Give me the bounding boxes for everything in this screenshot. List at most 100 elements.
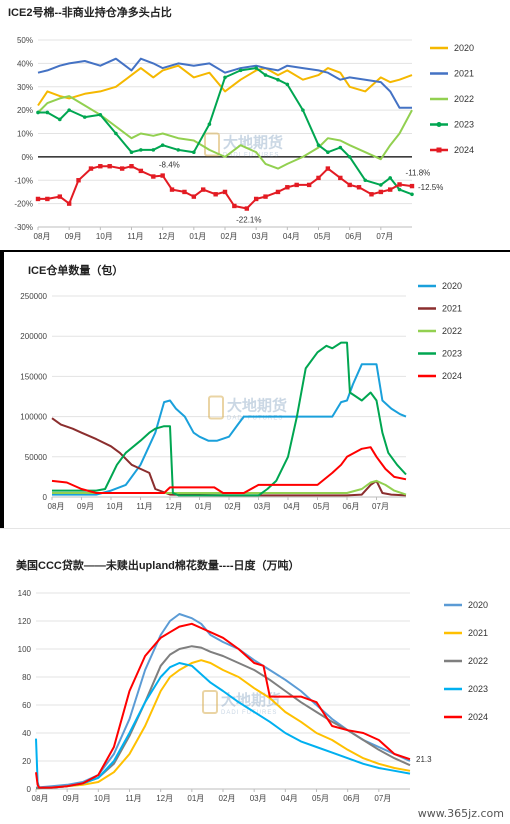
x-tick-label: 01月 xyxy=(195,502,212,511)
legend-label-2022: 2022 xyxy=(454,94,474,104)
data-point-2024 xyxy=(387,187,393,192)
x-tick-label: 04月 xyxy=(284,502,301,511)
data-point-2024 xyxy=(107,164,112,169)
x-tick-label: 10月 xyxy=(96,232,113,241)
x-tick-label: 04月 xyxy=(283,232,300,241)
data-point-2024 xyxy=(253,196,259,202)
x-tick-label: 11月 xyxy=(136,502,152,511)
data-point-2024 xyxy=(151,174,156,179)
data-point-2024 xyxy=(88,166,94,171)
chart-certified-stocks-svg: ICE仓单数量（包） 0 50000 100000 150000 200000 25000… xyxy=(20,263,462,511)
data-point-2023 xyxy=(114,131,118,136)
series-line-2021 xyxy=(35,659,411,790)
chart-panel-net-long: ICE2号棉--非商业持仓净多头占比 -30% -20% -10% 0% 10% 20% 3… xyxy=(0,0,510,250)
data-point-2024 xyxy=(378,189,384,195)
x-tick-label: 02月 xyxy=(225,502,242,511)
data-point-2023 xyxy=(338,145,343,150)
series-line-2023 xyxy=(35,662,411,789)
x-tick-label: 10月 xyxy=(107,502,124,511)
legend-label-2023: 2023 xyxy=(442,349,462,359)
data-point-2023 xyxy=(45,110,50,115)
data-point-2023 xyxy=(326,150,330,154)
x-tick-label: 08月 xyxy=(48,502,65,511)
legend-label-2021: 2021 xyxy=(468,628,488,638)
data-label: -12.5% xyxy=(418,183,443,192)
x-tick-label: 09月 xyxy=(65,232,82,241)
chart-net-long-svg: ICE2号棉--非商业持仓净多头占比 -30% -20% -10% 0% 10% 20% 3… xyxy=(8,5,474,241)
x-tick-label: 03月 xyxy=(252,232,269,241)
series-line-2022 xyxy=(35,645,411,790)
x-tick-label: 01月 xyxy=(189,232,206,241)
data-point-2024 xyxy=(369,192,374,197)
y-tick-label: -20% xyxy=(14,200,33,209)
y-tick-label: 40% xyxy=(17,59,33,68)
x-tick-label: 04月 xyxy=(281,794,298,803)
data-point-2023 xyxy=(98,113,103,117)
watermark-logo-icon xyxy=(208,395,224,420)
watermark-subtext: DADI FUTURES xyxy=(227,416,283,422)
data-point-2023 xyxy=(363,178,368,183)
x-tick-label: 05月 xyxy=(314,232,331,241)
data-point-2024 xyxy=(57,194,63,199)
y-tick-label: 60 xyxy=(22,701,31,710)
y-tick-label: 140 xyxy=(18,589,32,598)
watermark-text: 大地期货 xyxy=(227,397,287,415)
data-point-2023 xyxy=(379,183,383,187)
data-point-2024 xyxy=(182,189,187,195)
chart-title: 美国CCC贷款——未赎出upland棉花数量----日度（万吨） xyxy=(16,558,300,572)
data-point-2023 xyxy=(347,155,352,159)
series-line-2023 xyxy=(52,341,407,497)
data-label: -8.4% xyxy=(159,161,180,170)
x-tick-label: 03月 xyxy=(250,794,267,803)
series-line-2021 xyxy=(37,57,412,109)
legend-marker-2024 xyxy=(436,147,442,153)
data-point-2023 xyxy=(316,143,321,147)
data-point-2023 xyxy=(238,68,243,73)
x-tick-label: 09月 xyxy=(63,794,80,803)
data-point-2023 xyxy=(129,150,134,154)
data-point-2024 xyxy=(35,196,41,202)
y-tick-label: 50000 xyxy=(25,453,48,462)
data-point-2024 xyxy=(244,206,250,211)
x-tick-label: 12月 xyxy=(156,794,173,803)
series-line-2022 xyxy=(37,95,413,170)
data-point-2023 xyxy=(58,117,62,122)
series-line-2024 xyxy=(35,622,411,789)
watermark-logo-icon xyxy=(204,132,220,157)
data-point-2024 xyxy=(169,187,175,192)
site-watermark-label: www.365jz.com xyxy=(417,807,504,820)
data-point-2023 xyxy=(139,148,143,152)
data-point-2024 xyxy=(129,164,134,169)
x-tick-label: 01月 xyxy=(187,794,204,803)
legend-label-2024: 2024 xyxy=(442,371,462,381)
x-tick-label: 07月 xyxy=(376,232,393,241)
legend-label-2020: 2020 xyxy=(442,281,462,291)
legend-label-2023: 2023 xyxy=(468,684,488,694)
data-point-2023 xyxy=(176,148,181,152)
data-point-2024 xyxy=(232,203,237,209)
y-tick-label: -30% xyxy=(14,223,33,232)
legend-label-2021: 2021 xyxy=(454,69,474,79)
legend-label-2022: 2022 xyxy=(468,656,488,666)
data-point-2024 xyxy=(160,173,165,178)
data-point-2024 xyxy=(356,185,362,190)
x-tick-label: 07月 xyxy=(374,794,391,803)
y-tick-label: 20 xyxy=(22,757,31,766)
x-tick-label: 11月 xyxy=(125,794,141,803)
data-point-2024 xyxy=(409,183,415,189)
legend-label-2021: 2021 xyxy=(442,304,462,314)
chart-ccc-loan-svg: 美国CCC贷款——未赎出upland棉花数量----日度（万吨） 0 20 40 60… xyxy=(16,558,488,803)
y-tick-label: 0 xyxy=(27,785,32,794)
legend-label-2022: 2022 xyxy=(442,326,462,336)
watermark-logo-icon xyxy=(202,690,218,714)
chart-title: ICE仓单数量（包） xyxy=(28,263,123,277)
data-point-2024 xyxy=(119,166,125,171)
data-point-2024 xyxy=(316,175,321,181)
y-tick-label: 20% xyxy=(17,106,33,115)
chart-panel-ccc-loan: 美国CCC贷款——未赎出upland棉花数量----日度（万吨） 0 20 40 60… xyxy=(0,528,510,824)
watermark-subtext: DADI FUTURES xyxy=(223,153,279,159)
legend-label-2024: 2024 xyxy=(454,145,474,155)
data-point-2023 xyxy=(410,192,414,197)
data-point-2024 xyxy=(275,189,281,195)
